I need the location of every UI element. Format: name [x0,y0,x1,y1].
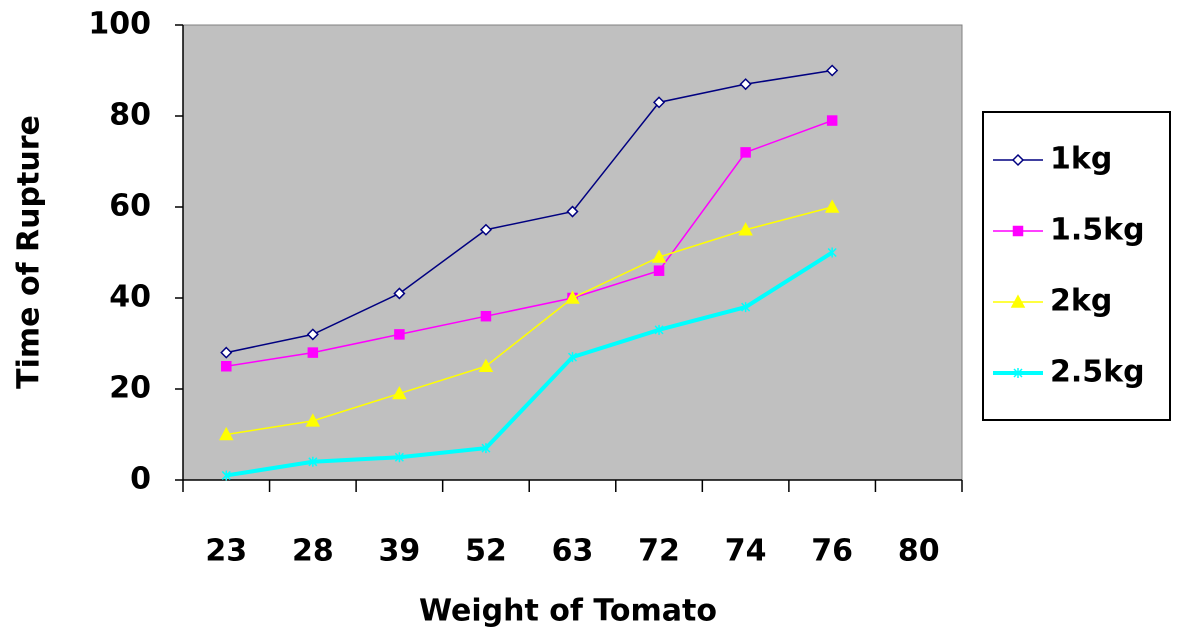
marker [1012,225,1024,237]
x-tick-label: 72 [638,534,680,569]
marker [652,96,666,109]
marker [826,64,839,77]
legend-label: 2kg [1050,284,1112,319]
y-axis-label: Time of Rupture [12,115,47,389]
marker [827,247,837,258]
marker [308,456,318,467]
marker [567,352,578,363]
x-tick-label: 23 [205,534,247,569]
marker [654,324,664,335]
marker [479,223,493,236]
y-tick-label: 40 [109,280,151,315]
x-tick-label: 39 [379,534,421,569]
marker [394,452,404,463]
marker [307,347,319,358]
x-tick-label: 76 [811,534,853,569]
series [220,64,839,359]
y-tick-label: 100 [88,7,151,42]
marker [306,328,319,341]
y-tick-label: 20 [109,371,151,406]
marker [1011,153,1025,167]
x-axis-label: Weight of Tomato [419,594,717,629]
series-line [226,206,833,436]
marker [392,385,407,400]
marker [651,249,667,263]
series [219,199,840,441]
plot-area [182,24,963,481]
x-tick-label: 28 [292,534,334,569]
series-line [226,119,833,367]
marker [824,199,840,213]
marker [738,222,753,236]
marker [394,329,405,340]
x-tick-label: 63 [552,534,594,569]
x-tick-label: 80 [898,534,940,569]
legend-box [982,111,1171,421]
series [221,247,837,481]
series-line [225,250,834,478]
legend-label: 1kg [1050,142,1112,177]
marker [221,361,232,372]
marker [739,78,752,91]
marker [740,147,751,158]
marker [480,310,492,322]
marker [566,205,579,218]
marker [481,443,491,454]
x-tick-label: 52 [465,534,507,569]
marker [305,413,321,427]
legend-label: 1.5kg [1050,213,1145,248]
y-tick-label: 80 [109,98,151,133]
marker [741,302,751,313]
legend-label: 2.5kg [1050,355,1145,390]
marker [653,265,665,276]
marker [565,290,580,304]
marker [826,115,838,126]
marker [1013,368,1023,378]
y-tick-label: 0 [130,462,151,497]
y-tick-label: 60 [109,189,151,224]
marker [220,346,233,359]
marker [1010,294,1026,308]
marker [393,287,406,300]
series-line [226,69,833,354]
marker [219,426,234,441]
x-tick-label: 74 [725,534,767,569]
marker [478,358,494,372]
marker [221,470,231,481]
